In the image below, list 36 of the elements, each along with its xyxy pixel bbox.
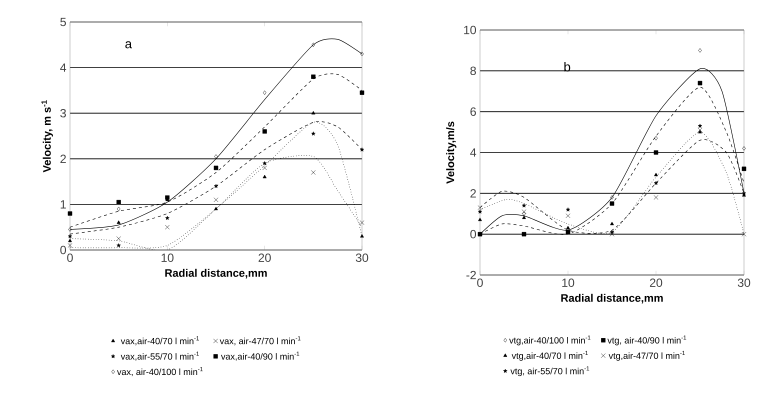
y-tick-label: 2 xyxy=(60,154,66,163)
x-tick-label: 10 xyxy=(562,278,574,287)
y-axis-title: Velocity,m/s xyxy=(446,122,456,184)
x-tick-label: 30 xyxy=(356,254,368,262)
y-tick-label: 4 xyxy=(470,148,476,157)
legend-label: vtg,air-40/100 l min$^{-1}$ xyxy=(509,336,590,346)
y-tick-label: 0 xyxy=(60,246,66,254)
annotation: a xyxy=(125,41,132,48)
legend-label: vax, air-47/70 l min$^{-1}$ xyxy=(220,336,300,346)
legend-label: vtg, air-40/90 l min$^{-1}$ xyxy=(607,336,686,346)
y-tick-label: 0 xyxy=(470,230,476,238)
legend-label: vtg, air-55/70 l min$^{-1}$ xyxy=(510,366,590,376)
x-tick-label: 0 xyxy=(477,278,483,287)
y-tick-label: 3 xyxy=(60,108,66,118)
x-tick-label: 0 xyxy=(67,254,73,262)
y-tick-label: 5 xyxy=(60,18,66,26)
legend-label: vax,air-55/70 l min$^{-1}$ xyxy=(120,352,200,361)
legend-label: vtg,air-47/70 l min$^{-1}$ xyxy=(608,350,685,361)
y-tick-label: 1 xyxy=(60,200,66,209)
y-tick-label: 8 xyxy=(470,66,476,76)
y-tick-label: 2 xyxy=(470,189,476,198)
x-tick-label: 10 xyxy=(162,254,174,262)
x-axis-title: Radial distance,mm xyxy=(165,268,267,278)
legend-label: vax,air-40/90 l min$^{-1}$ xyxy=(220,352,300,361)
y-tick-label: 6 xyxy=(470,107,476,116)
x-axis-title: Radial distance,mm xyxy=(561,294,663,304)
x-tick-label: 20 xyxy=(650,278,662,287)
x-tick-label: 20 xyxy=(258,254,271,262)
y-tick-label: 10 xyxy=(464,26,476,34)
y-tick-label: -2 xyxy=(466,270,476,280)
x-tick-label: 30 xyxy=(738,278,750,287)
legend-label: vax,air-40/70 l min$^{-1}$ xyxy=(120,336,200,346)
legend-label: vtg,air-40/70 l min$^{-1}$ xyxy=(512,350,588,361)
legend-label: vax, air-40/100 l min$^{-1}$ xyxy=(117,367,203,376)
y-tick-label: 4 xyxy=(60,63,66,72)
y-axis-title: Velocity, m s$^{-1}$ xyxy=(41,100,53,172)
